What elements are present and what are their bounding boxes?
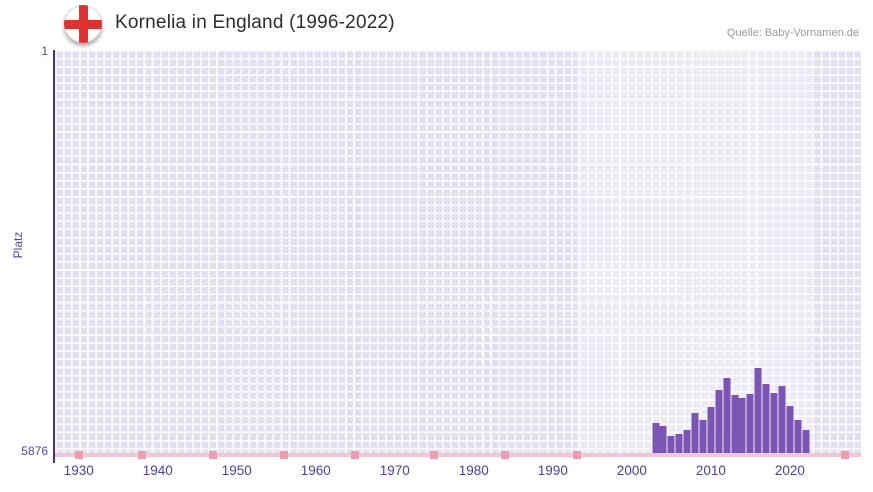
chart-header: Kornelia in England (1996-2022) Quelle: … — [0, 0, 873, 50]
bar-2006[interactable] — [675, 434, 683, 456]
x-axis: 1930 1940 1950 1960 1970 1980 1990 2000 2010 2020 — [55, 461, 861, 487]
bar-2011[interactable] — [715, 389, 723, 456]
bar-2007[interactable] — [683, 430, 691, 456]
y-axis-min-label: 5876 — [21, 444, 48, 458]
bar-2017[interactable] — [762, 383, 770, 456]
unranked-mark-1975 — [430, 451, 439, 459]
bar-2018[interactable] — [770, 392, 778, 456]
unranked-mark-1984 — [501, 451, 510, 459]
bar-2016[interactable] — [754, 367, 762, 456]
unranked-mark-1938 — [137, 451, 146, 459]
x-tick-1960: 1960 — [300, 463, 331, 478]
plot-area — [53, 50, 861, 463]
bar-2008[interactable] — [691, 412, 699, 456]
y-axis-title: Platz — [11, 231, 25, 259]
bar-2005[interactable] — [667, 436, 675, 456]
x-tick-1930: 1930 — [63, 463, 94, 478]
bar-2014[interactable] — [738, 398, 746, 456]
x-tick-1980: 1980 — [458, 463, 489, 478]
bar-2013[interactable] — [731, 394, 739, 456]
bar-2003[interactable] — [652, 423, 660, 456]
bar-2019[interactable] — [778, 385, 786, 456]
bar-2021[interactable] — [794, 419, 802, 456]
bar-2020[interactable] — [786, 405, 794, 456]
bar-2009[interactable] — [699, 419, 707, 456]
unranked-mark-1965 — [351, 451, 360, 459]
x-tick-1950: 1950 — [221, 463, 252, 478]
unranked-mark-1947 — [209, 451, 218, 459]
unranked-mark-1956 — [280, 451, 289, 459]
bars-layer — [55, 50, 861, 456]
y-axis-max-label: 1 — [41, 44, 48, 58]
x-tick-2020: 2020 — [774, 463, 805, 478]
bar-2022[interactable] — [802, 430, 810, 456]
x-tick-1990: 1990 — [537, 463, 568, 478]
bar-2015[interactable] — [746, 394, 754, 456]
unranked-baseline — [55, 453, 861, 457]
unranked-baseline-strip — [55, 451, 861, 460]
england-flag-icon — [64, 5, 102, 43]
source-credit: Quelle: Baby-Vornamen.de — [726, 27, 859, 39]
unranked-mark-1930 — [74, 451, 83, 459]
x-tick-1940: 1940 — [142, 463, 173, 478]
unranked-mark-2027 — [841, 451, 850, 459]
x-tick-2000: 2000 — [616, 463, 647, 478]
flag-cross-horizontal — [64, 19, 102, 29]
bar-2012[interactable] — [723, 377, 731, 456]
bar-2004[interactable] — [659, 425, 667, 456]
unranked-mark-1993 — [572, 451, 581, 459]
x-tick-1970: 1970 — [379, 463, 410, 478]
bar-2010[interactable] — [707, 407, 715, 456]
page-title: Kornelia in England (1996-2022) — [115, 12, 395, 33]
x-tick-2010: 2010 — [695, 463, 726, 478]
